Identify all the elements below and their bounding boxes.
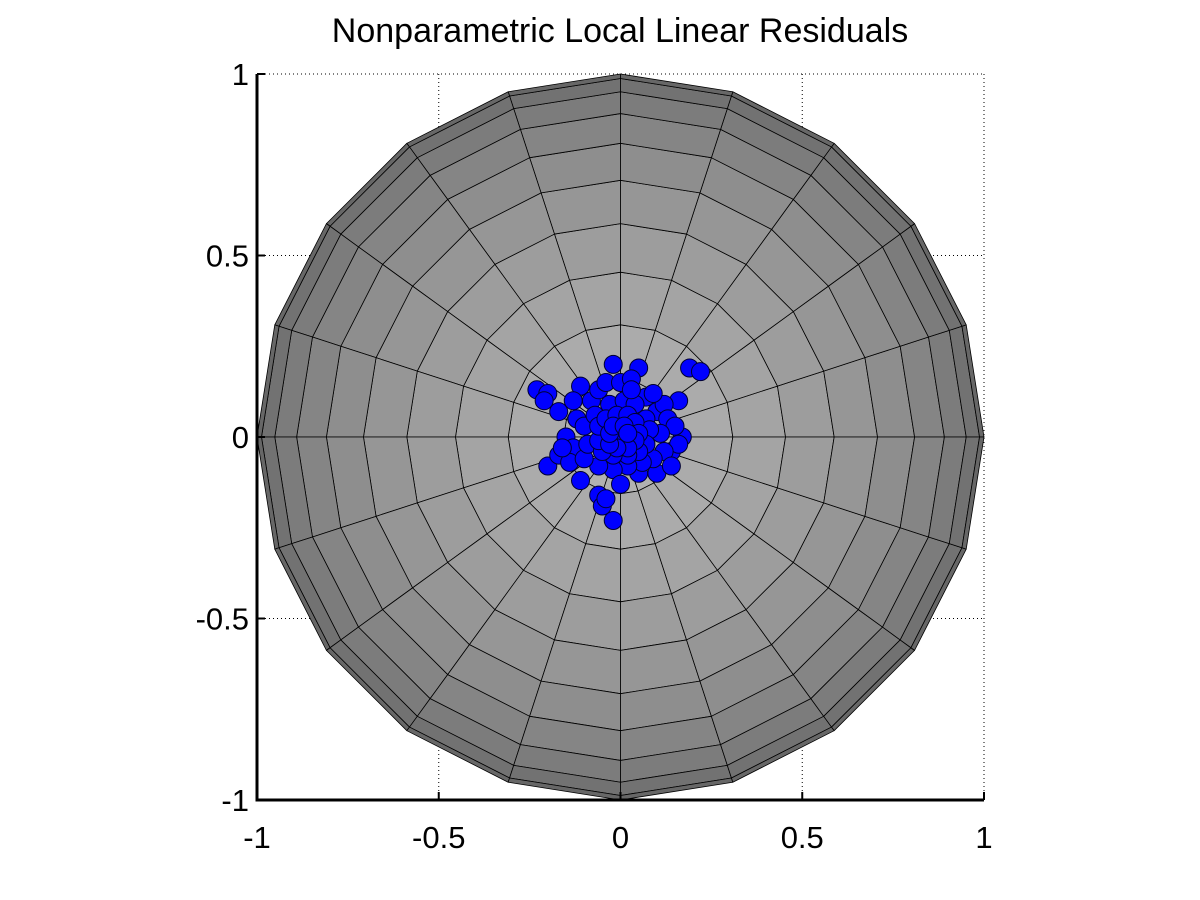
- point-76: [552, 438, 572, 458]
- point-5: [603, 354, 623, 374]
- point-74: [563, 391, 583, 411]
- y-tick-label-2: 0: [232, 420, 249, 455]
- x-tick-label-3: 0.5: [781, 820, 824, 855]
- point-75: [661, 456, 681, 476]
- y-tick-label-4: 1: [232, 57, 249, 92]
- point-8: [690, 362, 710, 382]
- y-tick-label-0: -1: [221, 783, 249, 818]
- scatter-points: [527, 354, 710, 530]
- x-tick-label-4: 1: [975, 820, 992, 855]
- y-tick-label-1: -0.5: [196, 602, 249, 637]
- point-12: [571, 471, 591, 491]
- point-77: [611, 474, 630, 494]
- point-16: [596, 489, 616, 509]
- point-15: [603, 510, 623, 530]
- point-72: [549, 402, 569, 422]
- x-tick-label-0: -1: [243, 820, 271, 855]
- sphere-facet-9-19: [961, 436, 985, 550]
- x-tick-label-1: -0.5: [412, 820, 465, 855]
- point-3: [534, 391, 554, 411]
- sphere-surface: [256, 73, 985, 801]
- point-71: [618, 423, 638, 443]
- point-78: [621, 380, 641, 400]
- axes: -1 -0.5 0 0.5 1 -1 -0.5 0 0.5 1: [196, 57, 993, 855]
- chart-title: Nonparametric Local Linear Residuals: [332, 12, 908, 50]
- point-73: [643, 383, 663, 403]
- y-tick-label-3: 0.5: [206, 239, 249, 274]
- x-tick-label-2: 0: [612, 820, 629, 855]
